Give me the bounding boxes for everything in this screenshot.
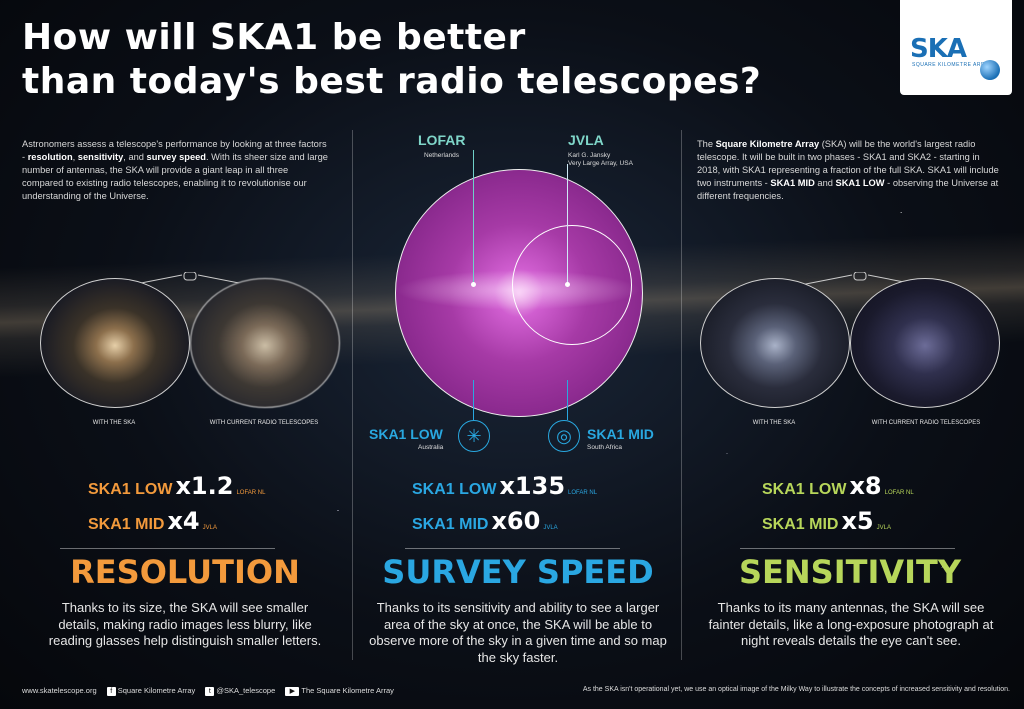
youtube-icon: ▶ bbox=[285, 687, 300, 696]
survey-speed-description: Thanks to its sensitivity and ability to… bbox=[369, 600, 667, 665]
metric-name: SKA1 MID bbox=[88, 516, 165, 533]
metric-name: SKA1 MID bbox=[762, 516, 839, 533]
lofar-pointer-dot bbox=[471, 282, 476, 287]
logo-subtitle: SQUARE KILOMETRE ARRAY bbox=[912, 62, 993, 68]
logo-text: SKA bbox=[910, 34, 967, 64]
page-title: How will SKA1 be better than today's best… bbox=[22, 17, 762, 102]
sensitivity-low-metric: SKA1 LOW x8 LOFAR NL bbox=[762, 472, 914, 500]
facebook-icon: f bbox=[106, 687, 116, 696]
resolution-mid-metric: SKA1 MID x4 JVLA bbox=[88, 507, 217, 535]
ska-low-location: Australia bbox=[418, 444, 444, 451]
metric-value: x60 bbox=[491, 507, 541, 535]
jvla-field-of-view bbox=[512, 225, 632, 345]
metric-value: x8 bbox=[849, 472, 882, 500]
twitter-icon: t bbox=[205, 687, 215, 696]
sensitivity-mid-metric: SKA1 MID x5 JVLA bbox=[762, 507, 891, 535]
lofar-label: LOFAR bbox=[418, 132, 466, 148]
metric-ref: JVLA bbox=[202, 525, 217, 531]
survey-speed-heading: SURVEY SPEED bbox=[382, 553, 654, 591]
image-with-ska bbox=[700, 278, 850, 408]
survey-mid-metric: SKA1 MID x60 JVLA bbox=[412, 507, 558, 535]
twitter-link[interactable]: @SKA_telescope bbox=[216, 686, 276, 695]
lofar-pointer-line bbox=[473, 150, 474, 284]
sensitivity-description: Thanks to its many antennas, the SKA wil… bbox=[708, 600, 994, 648]
sensitivity-heading: SENSITIVITY bbox=[738, 553, 962, 591]
metric-ref: LOFAR NL bbox=[884, 490, 914, 496]
logo-globe-icon bbox=[980, 60, 1000, 80]
footnote: As the SKA isn't operational yet, we use… bbox=[582, 686, 1010, 693]
section-rule bbox=[60, 548, 275, 549]
jvla-pointer-line bbox=[567, 164, 568, 284]
ska-low-pointer-line bbox=[473, 380, 474, 420]
metric-value: x5 bbox=[841, 507, 874, 535]
image-current-telescopes bbox=[850, 278, 1000, 408]
caption-with-ska: WITH THE SKA bbox=[752, 420, 796, 426]
resolution-description: Thanks to its size, the SKA will see sma… bbox=[48, 600, 322, 648]
intro-right-text: The Square Kilometre Array (SKA) will be… bbox=[697, 139, 999, 201]
jvla-location: Karl G. Jansky Very Large Array, USA bbox=[568, 152, 633, 167]
image-with-ska bbox=[40, 278, 190, 408]
metric-value: x1.2 bbox=[175, 472, 234, 500]
metric-value: x135 bbox=[499, 472, 566, 500]
resolution-heading: RESOLUTION bbox=[70, 553, 300, 591]
footer-links: www.skatelescope.org f Square Kilometre A… bbox=[22, 686, 394, 696]
dipole-antenna-icon: ✳ bbox=[458, 420, 490, 452]
jvla-label: JVLA bbox=[568, 132, 604, 148]
caption-current-telescopes: WITH CURRENT RADIO TELESCOPES bbox=[871, 420, 981, 426]
ska-mid-pointer-line bbox=[567, 380, 568, 420]
metric-name: SKA1 LOW bbox=[88, 481, 173, 498]
ska-mid-label: SKA1 MID bbox=[587, 426, 654, 442]
youtube-link[interactable]: The Square Kilometre Array bbox=[301, 686, 394, 695]
column-divider bbox=[352, 130, 353, 660]
website-link[interactable]: www.skatelescope.org bbox=[22, 686, 97, 695]
metric-ref: LOFAR NL bbox=[236, 490, 266, 496]
image-current-telescopes bbox=[190, 278, 340, 408]
jvla-pointer-dot bbox=[565, 282, 570, 287]
metric-name: SKA1 LOW bbox=[762, 481, 847, 498]
ska-logo[interactable]: SKA SQUARE KILOMETRE ARRAY bbox=[900, 0, 1012, 95]
ska-mid-location: South Africa bbox=[587, 444, 623, 451]
dish-antenna-icon: ◎ bbox=[548, 420, 580, 452]
metric-value: x4 bbox=[167, 507, 200, 535]
intro-left-text: Astronomers assess a telescope's perform… bbox=[22, 139, 328, 201]
caption-with-ska: WITH THE SKA bbox=[92, 420, 136, 426]
metric-ref: LOFAR NL bbox=[568, 490, 598, 496]
ska-low-label: SKA1 LOW bbox=[369, 426, 443, 442]
metric-name: SKA1 LOW bbox=[412, 481, 497, 498]
survey-low-metric: SKA1 LOW x135 LOFAR NL bbox=[412, 472, 597, 500]
section-rule bbox=[405, 548, 620, 549]
facebook-link[interactable]: Square Kilometre Array bbox=[117, 686, 196, 695]
section-rule bbox=[740, 548, 955, 549]
resolution-low-metric: SKA1 LOW x1.2 LOFAR NL bbox=[88, 472, 265, 500]
metric-ref: JVLA bbox=[543, 525, 558, 531]
column-divider bbox=[681, 130, 682, 660]
lofar-location: Netherlands bbox=[424, 152, 460, 159]
metric-ref: JVLA bbox=[876, 525, 891, 531]
caption-current-telescopes: WITH CURRENT RADIO TELESCOPES bbox=[209, 420, 319, 426]
metric-name: SKA1 MID bbox=[412, 516, 489, 533]
